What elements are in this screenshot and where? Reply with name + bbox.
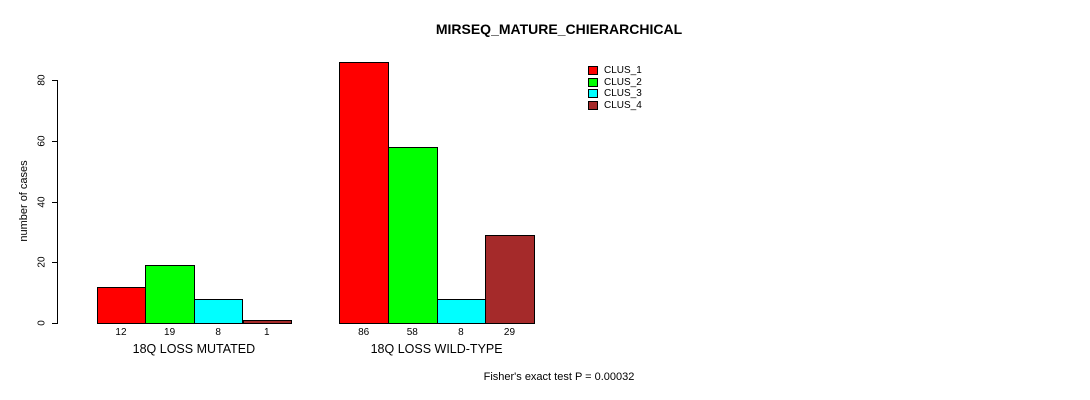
y-axis-tick — [52, 80, 57, 81]
y-axis-line — [57, 80, 58, 324]
y-axis-tick — [52, 323, 57, 324]
y-axis-tick-label: 80 — [36, 74, 48, 86]
legend-swatch-clus_4 — [588, 101, 598, 111]
category-label: 18Q LOSS WILD-TYPE — [370, 342, 503, 356]
bar-value-label: 58 — [406, 327, 418, 338]
bar-value-label: 8 — [215, 327, 221, 338]
bar-clus_4-group2 — [485, 234, 535, 324]
legend-label: CLUS_3 — [604, 88, 642, 100]
bar-clus_2-group1 — [145, 265, 195, 324]
y-axis-label: number of cases — [18, 160, 30, 242]
chart-title: MIRSEQ_MATURE_CHIERARCHICAL — [435, 21, 683, 37]
bar-value-label: 12 — [115, 327, 127, 338]
y-axis-tick-label: 0 — [36, 320, 48, 326]
bar-clus_3-group1 — [193, 298, 244, 324]
y-axis-tick-label: 60 — [36, 135, 48, 147]
legend-label: CLUS_4 — [604, 100, 642, 112]
legend-label: CLUS_1 — [604, 65, 642, 76]
bar-value-label: 8 — [458, 327, 464, 338]
bar-value-label: 29 — [503, 327, 516, 338]
bar-clus_3-group2 — [436, 298, 487, 324]
legend-swatch-clus_2 — [588, 77, 598, 87]
y-axis-tick — [52, 201, 57, 203]
bar-value-label: 86 — [358, 327, 370, 338]
bar-clus_4-group1 — [242, 319, 293, 324]
bar-clus_1-group1 — [96, 286, 147, 324]
legend-swatch-clus_1 — [588, 66, 598, 75]
bar-value-label: 19 — [164, 327, 176, 338]
y-axis-tick — [52, 140, 57, 142]
y-axis-tick — [52, 262, 57, 264]
bar-value-label: 1 — [264, 327, 270, 338]
bar-clus_2-group2 — [388, 146, 438, 324]
category-label: 18Q LOSS MUTATED — [132, 342, 256, 356]
legend-label: CLUS_2 — [604, 76, 642, 88]
fisher-test-annotation: Fisher's exact test P = 0.00032 — [483, 371, 635, 383]
bar-clus_1-group2 — [339, 61, 389, 324]
y-axis-tick-label: 20 — [36, 256, 48, 268]
legend-swatch-clus_3 — [588, 89, 598, 99]
y-axis-tick-label: 40 — [36, 195, 48, 208]
